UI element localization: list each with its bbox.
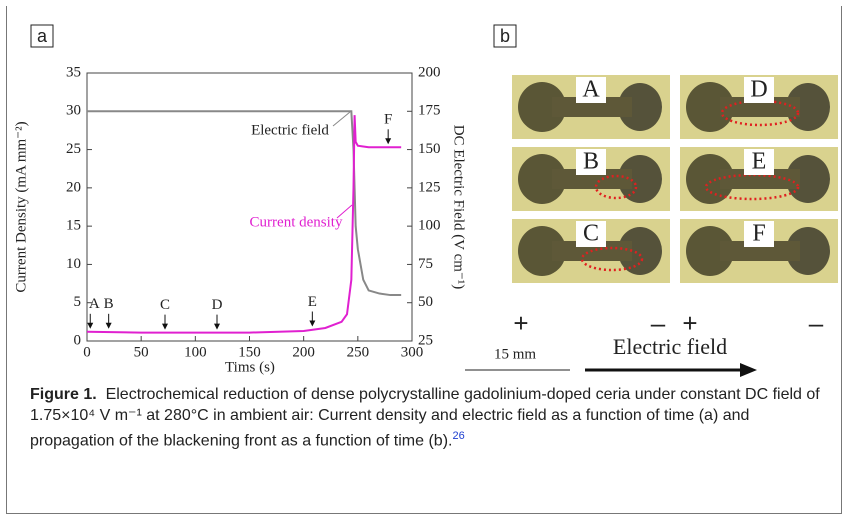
field-arrow-head bbox=[740, 363, 757, 377]
x-tick-label: 150 bbox=[238, 344, 261, 360]
plot-frame bbox=[87, 73, 412, 341]
marker-label: B bbox=[104, 296, 114, 312]
marker-arrow-head bbox=[309, 321, 315, 327]
marker-arrow-head bbox=[87, 323, 93, 329]
polarity: + bbox=[682, 308, 697, 338]
y2-tick-label: 200 bbox=[418, 64, 441, 80]
caption-label: Figure 1. bbox=[30, 386, 97, 403]
photo-label: C bbox=[583, 221, 599, 247]
series-pointer bbox=[337, 205, 352, 218]
series-label: Electric field bbox=[251, 122, 329, 138]
y-axis-label: Current Density (mA mm⁻²) bbox=[13, 121, 29, 292]
y2-tick-label: 50 bbox=[418, 294, 433, 310]
marker-arrow-head bbox=[106, 323, 112, 329]
series-label: Current density bbox=[250, 214, 343, 230]
figure: a b Tims (s) Current Density (mA mm⁻²) D… bbox=[0, 0, 850, 380]
x-tick-label: 50 bbox=[134, 344, 149, 360]
x-tick-label: 100 bbox=[184, 344, 207, 360]
x-tick-label: 200 bbox=[292, 344, 315, 360]
series-pointer bbox=[333, 112, 350, 126]
marker-arrow-head bbox=[214, 324, 220, 330]
marker-label: C bbox=[160, 297, 170, 313]
series-line bbox=[87, 115, 401, 332]
photo-label: D bbox=[750, 77, 767, 103]
y-tick-label: 20 bbox=[66, 179, 81, 195]
polarity: + bbox=[513, 308, 528, 338]
caption-text: Electrochemical reduction of dense polyc… bbox=[30, 386, 820, 449]
y-tick-label: 25 bbox=[66, 141, 81, 157]
y-tick-label: 30 bbox=[66, 103, 81, 119]
y2-tick-label: 25 bbox=[418, 332, 433, 348]
y2-axis-label: DC Electric Field (V cm⁻¹) bbox=[451, 125, 467, 290]
marker-arrow-head bbox=[385, 138, 391, 144]
photo-label: E bbox=[752, 149, 767, 175]
photo-label: F bbox=[752, 221, 765, 247]
y-tick-label: 0 bbox=[74, 332, 82, 348]
y-tick-label: 15 bbox=[66, 218, 81, 234]
caption-ref: 26 bbox=[452, 430, 464, 442]
polarity: – bbox=[809, 308, 824, 338]
x-tick-label: 250 bbox=[347, 344, 370, 360]
marker-label: F bbox=[384, 112, 392, 128]
y2-tick-label: 125 bbox=[418, 179, 441, 195]
photo-label: B bbox=[583, 149, 599, 175]
panel-label: a bbox=[37, 26, 48, 46]
y-tick-label: 5 bbox=[74, 294, 82, 310]
marker-label: A bbox=[89, 296, 100, 312]
y2-tick-label: 150 bbox=[418, 141, 441, 157]
x-tick-label: 0 bbox=[83, 344, 91, 360]
y2-tick-label: 100 bbox=[418, 218, 441, 234]
y2-tick-label: 75 bbox=[418, 256, 433, 272]
field-label: Electric field bbox=[613, 334, 727, 359]
marker-label: E bbox=[308, 294, 317, 310]
marker-arrow-head bbox=[162, 324, 168, 330]
marker-label: D bbox=[212, 297, 223, 313]
y-tick-label: 35 bbox=[66, 64, 81, 80]
y2-tick-label: 175 bbox=[418, 103, 441, 119]
caption: Figure 1. Electrochemical reduction of d… bbox=[30, 384, 820, 451]
page: a b Tims (s) Current Density (mA mm⁻²) D… bbox=[0, 0, 850, 521]
photo-label: A bbox=[582, 77, 600, 103]
y-tick-label: 10 bbox=[66, 256, 81, 272]
panel-label: b bbox=[500, 26, 510, 46]
x-axis-label: Tims (s) bbox=[225, 359, 275, 375]
polarity: – bbox=[651, 308, 666, 338]
scale-label: 15 mm bbox=[494, 346, 536, 362]
